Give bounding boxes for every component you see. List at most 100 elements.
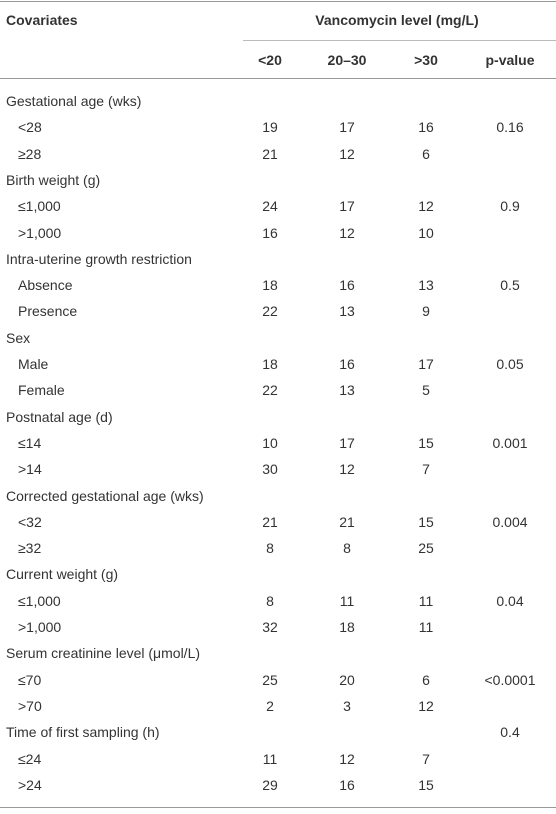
cell-value: 13	[418, 277, 434, 294]
cell-value: 6	[422, 145, 430, 162]
cell-value: 21	[339, 513, 355, 530]
cell-value: 12	[339, 145, 355, 162]
cell-value: 12	[339, 461, 355, 478]
cell-value: 19	[262, 119, 278, 136]
row-label: Presence	[18, 303, 78, 320]
cell-value: 16	[262, 224, 278, 241]
cell-value: 12	[339, 750, 355, 767]
cell-value: 7	[422, 461, 430, 478]
cell-value: 8	[266, 540, 274, 557]
group-header: Vancomycin level (mg/L)	[315, 12, 479, 28]
cell-value: 11	[418, 619, 434, 635]
cell-value: 8	[266, 592, 274, 609]
row-label: ≤1,000	[18, 592, 61, 609]
cell-value: 29	[262, 776, 278, 793]
cell-value: 22	[262, 303, 278, 320]
row-label: >14	[18, 461, 42, 478]
row-label: >1,000	[18, 619, 62, 635]
row-label: ≤1,000	[18, 198, 61, 215]
cell-value: 25	[418, 540, 434, 557]
cell-value: 11	[262, 750, 278, 767]
cell-value: 13	[339, 303, 355, 320]
p-value: 0.004	[492, 513, 528, 530]
row-label: Male	[18, 356, 49, 372]
cell-value: 3	[343, 697, 351, 714]
group-rule	[243, 40, 556, 41]
p-value: 0.16	[496, 119, 524, 136]
cell-value: 17	[339, 198, 355, 215]
p-value: 0.4	[500, 724, 520, 741]
cell-value: 10	[418, 224, 434, 241]
cell-value: 32	[262, 619, 278, 635]
cell-value: 17	[418, 356, 434, 372]
column-header: >30	[414, 52, 438, 68]
p-value: 0.05	[496, 356, 524, 372]
cell-value: 16	[418, 119, 434, 136]
cell-value: 18	[339, 619, 355, 635]
group-label: Current weight (g)	[6, 566, 119, 583]
cell-value: 10	[262, 434, 278, 451]
cell-value: 24	[262, 198, 278, 215]
column-header: 20–30	[327, 52, 367, 68]
cell-value: 15	[418, 513, 434, 530]
row-label: ≥28	[18, 145, 42, 162]
cell-value: 15	[418, 434, 434, 451]
cell-value: 9	[422, 303, 430, 320]
cell-value: 5	[422, 382, 430, 399]
column-header: <20	[258, 52, 282, 68]
cell-value: 15	[418, 776, 434, 793]
p-value: 0.9	[500, 198, 520, 215]
cell-value: 25	[262, 671, 278, 688]
cell-value: 17	[339, 119, 355, 136]
cell-value: 18	[262, 356, 278, 372]
row-label: <28	[18, 119, 42, 136]
cell-value: 8	[343, 540, 351, 557]
cell-value: 16	[339, 277, 355, 294]
row-label: >1,000	[18, 224, 62, 241]
p-value: 0.5	[500, 277, 520, 294]
cell-value: 20	[339, 671, 355, 688]
bottom-rule	[0, 807, 556, 808]
group-label: Serum creatinine level (μmol/L)	[6, 645, 201, 662]
group-label: Time of first sampling (h)	[6, 724, 160, 741]
cell-value: 18	[262, 277, 278, 294]
row-label: Absence	[18, 277, 73, 294]
row-label: ≥32	[18, 540, 42, 557]
cell-value: 16	[339, 356, 355, 372]
cell-value: 2	[266, 697, 274, 714]
group-label: Gestational age (wks)	[6, 93, 142, 109]
cell-value: 22	[262, 382, 278, 399]
top-rule	[0, 1, 556, 2]
covariates-header: Covariates	[6, 12, 78, 28]
cell-value: 30	[262, 461, 278, 478]
row-label: Female	[18, 382, 65, 399]
p-value: 0.04	[496, 592, 524, 609]
column-header: p-value	[485, 52, 535, 68]
cell-value: 21	[262, 513, 278, 530]
cell-value: 17	[339, 434, 355, 451]
row-label: >70	[18, 697, 42, 714]
cell-value: 12	[418, 198, 434, 215]
row-label: ≤70	[18, 671, 42, 688]
cell-value: 12	[339, 224, 355, 241]
p-value: <0.0001	[484, 671, 536, 688]
cell-value: 6	[422, 671, 430, 688]
cell-value: 12	[418, 697, 434, 714]
cell-value: 11	[418, 592, 434, 609]
cell-value: 11	[339, 592, 355, 609]
row-label: <32	[18, 513, 42, 530]
row-label: ≤24	[18, 750, 42, 767]
cell-value: 7	[422, 750, 430, 767]
group-label: Birth weight (g)	[6, 171, 101, 188]
row-label: ≤14	[18, 434, 42, 451]
group-label: Corrected gestational age (wks)	[6, 487, 204, 504]
group-label: Postnatal age (d)	[6, 408, 113, 425]
group-label: Intra-uterine growth restriction	[6, 250, 192, 267]
group-label: Sex	[6, 329, 31, 346]
header-rule	[0, 78, 556, 79]
cell-value: 16	[339, 776, 355, 793]
cell-value: 21	[262, 145, 278, 162]
row-label: >24	[18, 776, 42, 793]
p-value: 0.001	[492, 434, 528, 451]
